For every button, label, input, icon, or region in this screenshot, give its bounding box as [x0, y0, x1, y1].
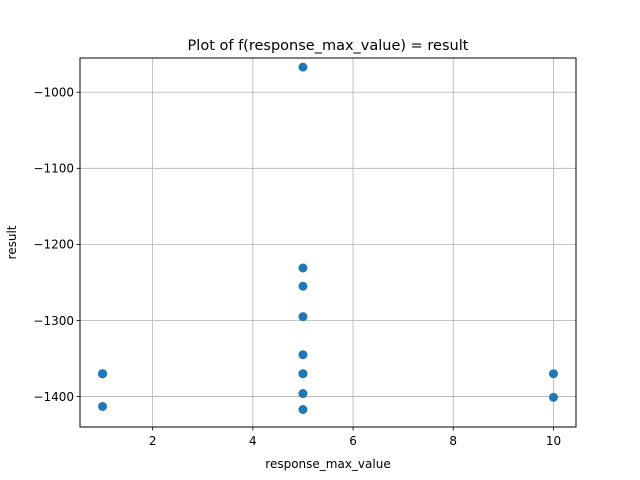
data-point: [98, 369, 108, 379]
data-point: [548, 392, 558, 402]
x-axis-label: response_max_value: [265, 457, 390, 471]
data-point: [98, 401, 108, 411]
data-points: [98, 62, 558, 415]
data-point: [298, 62, 308, 72]
x-tick-label: 8: [449, 434, 457, 448]
chart-title: Plot of f(response_max_value) = result: [188, 38, 469, 54]
plot-frame: [79, 57, 577, 428]
y-axis-label: result: [5, 225, 19, 259]
data-point: [298, 369, 308, 379]
x-axis-ticks: 2 4 6 8 10: [149, 427, 561, 448]
x-tick-label: 10: [546, 434, 561, 448]
data-point: [298, 405, 308, 415]
y-tick-label: −1200: [33, 238, 74, 252]
x-tick-label: 4: [249, 434, 257, 448]
x-tick-label: 2: [149, 434, 157, 448]
data-point: [298, 350, 308, 360]
data-point: [298, 312, 308, 322]
y-tick-label: −1100: [33, 162, 74, 176]
data-point: [548, 369, 558, 379]
grid-lines: [80, 58, 576, 427]
x-tick-label: 6: [349, 434, 357, 448]
y-axis-ticks: −1000 −1100 −1200 −1300 −1400: [33, 86, 80, 404]
y-tick-label: −1000: [33, 86, 74, 100]
data-point: [298, 263, 308, 273]
y-tick-label: −1400: [33, 390, 74, 404]
data-point: [298, 389, 308, 399]
y-tick-label: −1300: [33, 314, 74, 328]
data-point: [298, 281, 308, 291]
